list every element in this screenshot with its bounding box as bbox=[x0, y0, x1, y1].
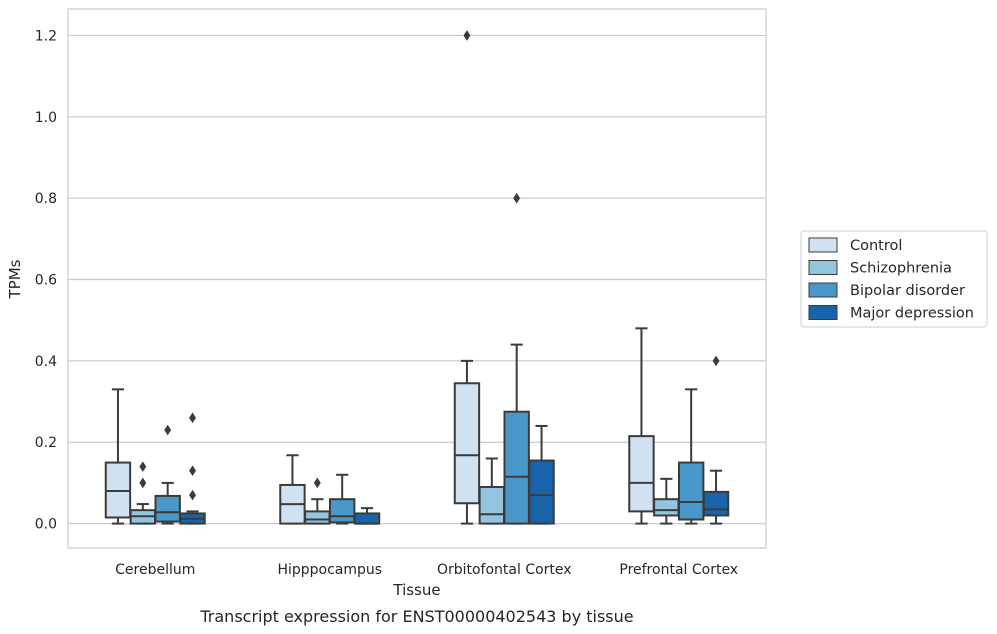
box-groups bbox=[104, 30, 730, 525]
y-tick-labels: 0.0 0.2 0.4 0.6 0.8 1.0 1.2 bbox=[35, 28, 57, 532]
outlier-point bbox=[189, 412, 196, 424]
y-tick-label: 0.2 bbox=[35, 435, 57, 451]
x-tick-labels: Cerebellum Hipppocampus Orbitofontal Corte… bbox=[115, 562, 738, 578]
box-1-2 bbox=[328, 473, 356, 525]
outlier-point bbox=[313, 477, 321, 489]
x-tick-label: Orbitofontal Cortex bbox=[437, 562, 572, 578]
legend-swatch bbox=[808, 260, 838, 275]
x-axis-label: Tissue bbox=[392, 581, 440, 599]
box-iqr bbox=[353, 512, 381, 525]
box-0-1 bbox=[129, 461, 157, 525]
box-iqr bbox=[104, 461, 132, 519]
legend-swatch bbox=[808, 237, 838, 253]
box-iqr bbox=[653, 498, 680, 517]
legend-frame bbox=[800, 230, 988, 328]
y-tick-label: 1.0 bbox=[35, 110, 57, 126]
box-iqr bbox=[528, 459, 555, 525]
box-iqr bbox=[677, 461, 705, 521]
y-tick-label: 0.4 bbox=[35, 354, 57, 370]
x-tick-label: Prefrontal Cortex bbox=[619, 562, 738, 578]
x-tick-label: Cerebellum bbox=[115, 562, 195, 578]
box-2-3 bbox=[528, 424, 555, 525]
plot-frame bbox=[67, 8, 767, 549]
y-tick-label: 0.0 bbox=[35, 517, 57, 533]
box-iqr bbox=[702, 490, 730, 517]
box-iqr bbox=[304, 510, 331, 525]
outlier-point bbox=[189, 489, 196, 501]
legend-swatch bbox=[808, 305, 838, 320]
box-iqr bbox=[453, 382, 481, 505]
box-0-0 bbox=[104, 388, 132, 525]
outlier-point bbox=[189, 465, 196, 476]
outlier-point bbox=[164, 424, 172, 436]
outlier-point bbox=[463, 30, 471, 41]
outlier-point bbox=[139, 461, 147, 472]
box-iqr bbox=[628, 435, 655, 513]
legend-label: Control bbox=[850, 238, 902, 254]
chart-caption: Transcript expression for ENST0000040254… bbox=[199, 607, 633, 626]
box-iqr bbox=[503, 410, 530, 525]
legend-label: Schizophrenia bbox=[850, 261, 952, 277]
y-tick-label: 1.2 bbox=[35, 28, 57, 44]
y-tick-label: 0.8 bbox=[35, 191, 57, 207]
box-2-0 bbox=[453, 30, 481, 525]
legend-swatch bbox=[808, 282, 838, 298]
outlier-point bbox=[712, 355, 720, 367]
box-1-3 bbox=[353, 507, 381, 525]
box-2-2 bbox=[503, 192, 530, 525]
box-1-0 bbox=[279, 454, 306, 525]
box-0-2 bbox=[154, 424, 181, 525]
box-0-3 bbox=[179, 412, 206, 525]
legend-label: Major depression bbox=[850, 306, 974, 322]
legend-label: Bipolar disorder bbox=[850, 283, 965, 299]
box-3-2 bbox=[677, 388, 705, 525]
box-3-1 bbox=[653, 477, 680, 525]
outlier-point bbox=[513, 192, 521, 204]
box-iqr bbox=[154, 494, 181, 523]
y-tick-label: 0.6 bbox=[35, 273, 57, 289]
x-tick-label: Hipppocampus bbox=[277, 562, 382, 578]
legend: Control Schizophrenia Bipolar disorder Majo… bbox=[800, 230, 988, 328]
box-iqr bbox=[328, 498, 356, 524]
box-iqr bbox=[478, 485, 506, 525]
y-axis-label: TPMs bbox=[6, 259, 24, 299]
box-3-3 bbox=[702, 355, 730, 525]
box-3-0 bbox=[628, 327, 655, 525]
outlier-point bbox=[139, 477, 147, 489]
